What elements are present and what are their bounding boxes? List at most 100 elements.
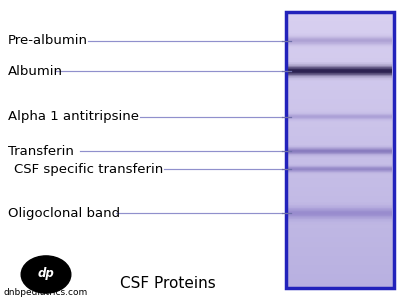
Bar bbox=[286, 196, 394, 201]
Bar bbox=[288, 171, 392, 172]
Bar bbox=[288, 215, 392, 216]
Bar bbox=[288, 40, 392, 41]
Bar bbox=[286, 49, 394, 53]
Bar bbox=[288, 121, 392, 122]
Bar bbox=[286, 168, 394, 173]
Bar bbox=[286, 108, 394, 113]
Bar bbox=[288, 116, 392, 117]
Bar bbox=[286, 265, 394, 270]
Bar bbox=[288, 43, 392, 44]
Bar bbox=[286, 85, 394, 90]
Bar bbox=[288, 208, 392, 209]
Bar bbox=[286, 30, 394, 35]
Bar bbox=[286, 94, 394, 99]
Bar bbox=[286, 223, 394, 228]
Bar bbox=[286, 191, 394, 196]
Bar bbox=[288, 64, 392, 65]
Bar bbox=[288, 214, 392, 215]
Bar bbox=[288, 209, 392, 210]
Text: dp: dp bbox=[38, 267, 54, 280]
Text: Albumin: Albumin bbox=[8, 65, 63, 78]
Bar bbox=[286, 39, 394, 44]
Bar bbox=[286, 228, 394, 233]
Text: Transferin: Transferin bbox=[8, 145, 74, 158]
Bar bbox=[288, 151, 392, 152]
Bar bbox=[286, 12, 394, 16]
Bar bbox=[288, 221, 392, 222]
Bar bbox=[286, 177, 394, 182]
Bar bbox=[286, 260, 394, 265]
Bar bbox=[288, 62, 392, 63]
Bar bbox=[286, 200, 394, 205]
Bar bbox=[288, 69, 392, 70]
Bar bbox=[286, 214, 394, 219]
Bar bbox=[288, 149, 392, 150]
Bar bbox=[288, 145, 392, 146]
Bar bbox=[288, 205, 392, 206]
Bar bbox=[286, 127, 394, 132]
Bar bbox=[288, 206, 392, 207]
Bar bbox=[288, 115, 392, 116]
Bar bbox=[286, 26, 394, 30]
Bar bbox=[288, 174, 392, 175]
Bar bbox=[286, 232, 394, 237]
Bar bbox=[288, 147, 392, 148]
Bar bbox=[288, 75, 392, 76]
Bar bbox=[288, 65, 392, 66]
Bar bbox=[286, 150, 394, 154]
Text: Oligoclonal band: Oligoclonal band bbox=[8, 207, 120, 220]
Bar bbox=[288, 33, 392, 34]
Bar bbox=[288, 211, 392, 212]
Bar bbox=[288, 155, 392, 156]
Bar bbox=[288, 113, 392, 114]
Bar bbox=[286, 35, 394, 40]
Bar bbox=[288, 167, 392, 168]
Bar bbox=[286, 164, 394, 168]
Text: CSF specific transferin: CSF specific transferin bbox=[14, 163, 163, 176]
Bar bbox=[288, 39, 392, 40]
Bar bbox=[286, 99, 394, 104]
Bar bbox=[288, 114, 392, 115]
Bar bbox=[286, 136, 394, 141]
Bar bbox=[288, 220, 392, 221]
Bar bbox=[286, 246, 394, 251]
Bar bbox=[286, 269, 394, 274]
Bar bbox=[286, 182, 394, 187]
Bar bbox=[288, 153, 392, 154]
Bar bbox=[286, 58, 394, 63]
Text: Alpha 1 antitripsine: Alpha 1 antitripsine bbox=[8, 110, 139, 123]
Bar bbox=[288, 73, 392, 74]
Bar bbox=[288, 40, 392, 41]
Bar bbox=[286, 122, 394, 127]
Bar bbox=[288, 37, 392, 38]
Bar bbox=[286, 205, 394, 210]
Bar bbox=[288, 71, 392, 72]
Bar bbox=[288, 34, 392, 35]
Bar bbox=[288, 222, 392, 223]
Bar bbox=[288, 170, 392, 171]
Bar bbox=[286, 145, 394, 150]
Bar bbox=[288, 68, 392, 69]
Bar bbox=[288, 70, 392, 71]
Bar bbox=[288, 156, 392, 157]
Bar bbox=[286, 113, 394, 118]
Bar bbox=[288, 146, 392, 147]
Bar bbox=[288, 203, 392, 204]
Bar bbox=[288, 76, 392, 77]
Bar bbox=[288, 210, 392, 211]
Bar bbox=[286, 104, 394, 109]
Bar bbox=[288, 36, 392, 37]
Bar bbox=[286, 81, 394, 85]
Bar bbox=[288, 165, 392, 166]
Bar bbox=[288, 118, 392, 119]
Bar bbox=[288, 111, 392, 112]
Bar bbox=[288, 218, 392, 219]
Text: Pre-albumin: Pre-albumin bbox=[8, 34, 88, 47]
Bar bbox=[288, 48, 392, 49]
Bar bbox=[288, 42, 392, 43]
Bar bbox=[286, 16, 394, 21]
Bar bbox=[288, 80, 392, 81]
Bar bbox=[288, 172, 392, 173]
Bar bbox=[288, 117, 392, 118]
Bar bbox=[288, 35, 392, 36]
